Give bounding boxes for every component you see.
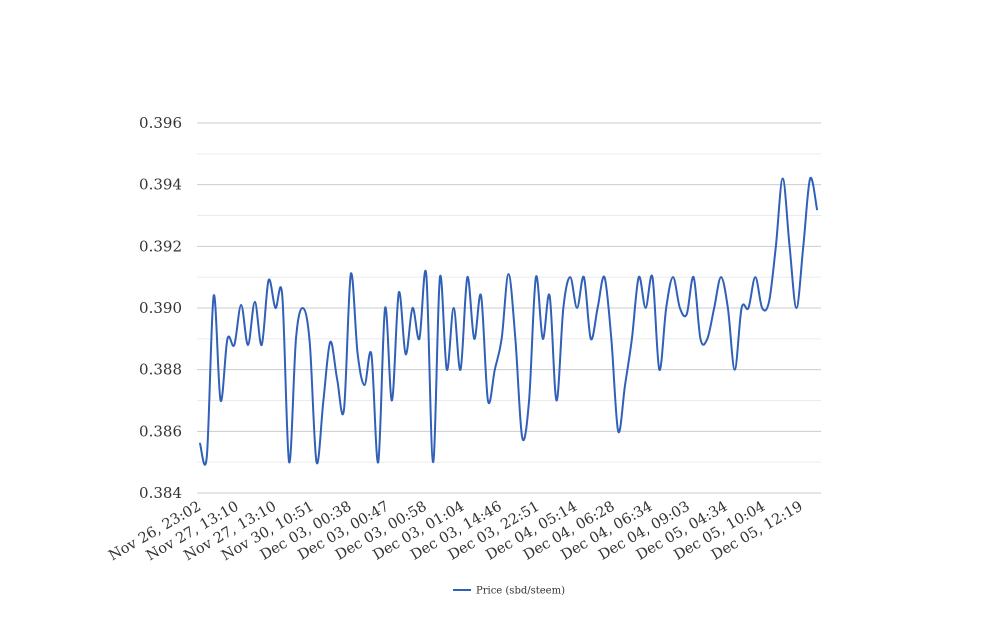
y-tick-label: 0.396: [139, 114, 182, 132]
y-tick-label: 0.384: [139, 484, 182, 502]
y-tick-label: 0.390: [139, 299, 182, 317]
legend-label-price: Price (sbd/steem): [476, 586, 565, 597]
y-tick-label: 0.386: [139, 422, 182, 440]
series-layer: [199, 176, 818, 466]
y-axis: 0.384 0.386 0.388 0.390 0.392 0.394 0.396: [139, 114, 182, 502]
series-line-price: [199, 176, 818, 466]
y-tick-label: 0.394: [139, 176, 182, 194]
legend: Price (sbd/steem): [453, 586, 565, 597]
y-tick-label: 0.388: [139, 361, 182, 379]
grid-layer: [197, 122, 821, 494]
y-tick-label: 0.392: [139, 237, 182, 255]
